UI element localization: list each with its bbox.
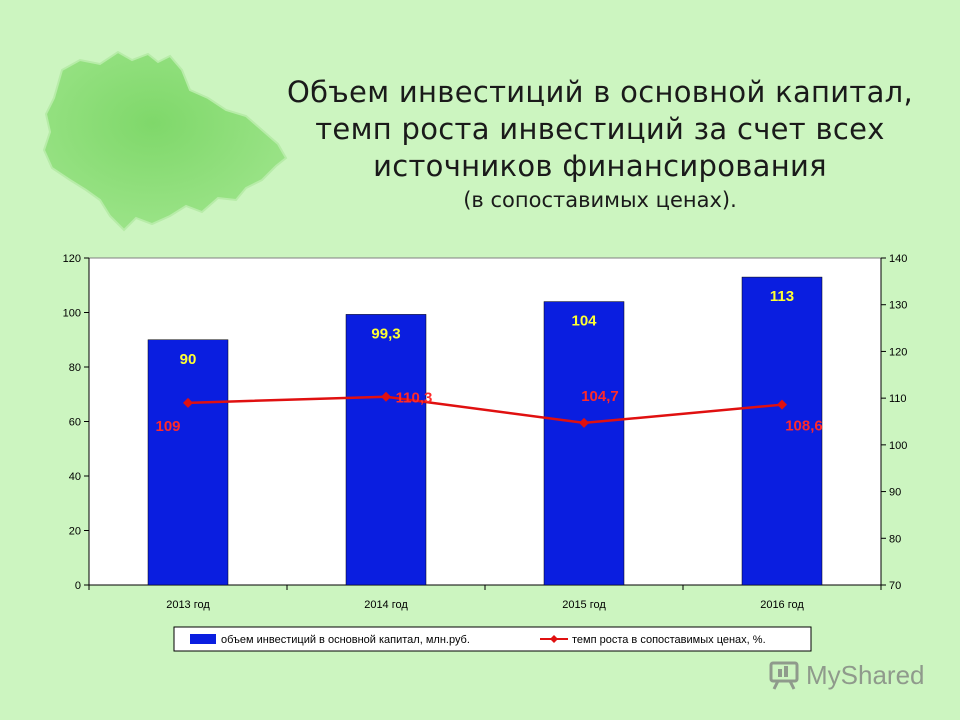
legend-bar-swatch: [190, 634, 216, 644]
y-right-tick-label: 80: [889, 533, 901, 545]
title-line-3: источников финансирования: [373, 149, 827, 183]
y-left-tick-label: 80: [69, 362, 81, 374]
line-data-label: 104,7: [581, 388, 619, 405]
legend-line-label: темп роста в сопоставимых ценах, %.: [572, 634, 766, 646]
y-right-tick-label: 100: [889, 440, 907, 452]
y-right-tick-label: 130: [889, 300, 907, 312]
x-category-label: 2016 год: [760, 599, 804, 611]
bar-data-label: 99,3: [371, 325, 400, 342]
legend: объем инвестиций в основной капитал, млн…: [173, 626, 812, 652]
title-line-2: темп роста инвестиций за счет всех: [315, 112, 885, 146]
line-data-label: 110,3: [396, 390, 433, 407]
bar: [741, 276, 823, 586]
bar-data-label: 113: [770, 288, 794, 305]
y-left-tick-label: 100: [63, 308, 81, 320]
title-block: Объем инвестиций в основной капитал, тем…: [250, 74, 950, 215]
line-point-marker: [381, 391, 391, 402]
line-point-marker: [183, 397, 193, 408]
bar: [345, 314, 427, 586]
x-category-labels: 2013 год 2014 год 2015 год 2016 год: [88, 585, 882, 611]
x-category-label: 2015 год: [562, 599, 606, 611]
y-right-tick-label: 70: [889, 580, 901, 592]
line-data-label: 108,6: [785, 418, 823, 435]
y-right-tick-label: 140: [889, 253, 907, 265]
y-left-tick-label: 120: [63, 253, 81, 265]
y-left-tick-label: 40: [69, 471, 81, 483]
subtitle: (в сопоставимых ценах).: [463, 188, 737, 212]
line-point-marker: [777, 399, 787, 410]
y-right-tick-label: 90: [889, 487, 901, 499]
region-map-shape: [42, 50, 288, 232]
line-series: [183, 391, 787, 428]
line-data-label: 109: [155, 418, 180, 435]
x-category-label: 2013 год: [166, 599, 210, 611]
watermark: MyShared: [768, 655, 925, 695]
y-right-tick-label: 120: [889, 346, 907, 358]
y-left-tick-label: 0: [75, 580, 81, 592]
bar: [543, 301, 625, 586]
growth-rate-line: [187, 395, 783, 425]
y-left-ticks: 0 20 40 60 80 100 120: [63, 253, 89, 592]
line-data-labels: 109 110,3 104,7 108,6: [155, 388, 822, 435]
y-right-ticks: 70 80 90 100 110 120 130 140: [881, 253, 907, 592]
region-map-image: [42, 50, 288, 232]
bar-data-labels: 90 99,3 104 113: [180, 288, 794, 368]
y-left-tick-label: 20: [69, 526, 81, 538]
bar-data-label: 104: [571, 313, 597, 330]
bar-data-label: 90: [180, 351, 197, 368]
x-category-label: 2014 год: [364, 599, 408, 611]
y-left-tick-label: 60: [69, 417, 81, 429]
presentation-icon: [768, 659, 800, 691]
line-point-marker: [579, 417, 589, 428]
y-right-tick-label: 110: [889, 393, 907, 405]
title-line-1: Объем инвестиций в основной капитал,: [286, 75, 914, 109]
bar: [147, 339, 229, 586]
bar-series: [147, 276, 823, 586]
legend-bar-label: объем инвестиций в основной капитал, млн…: [221, 634, 470, 646]
watermark-text: MyShared: [806, 659, 925, 690]
legend-line-marker: [550, 635, 558, 643]
legend-box: [173, 626, 812, 652]
